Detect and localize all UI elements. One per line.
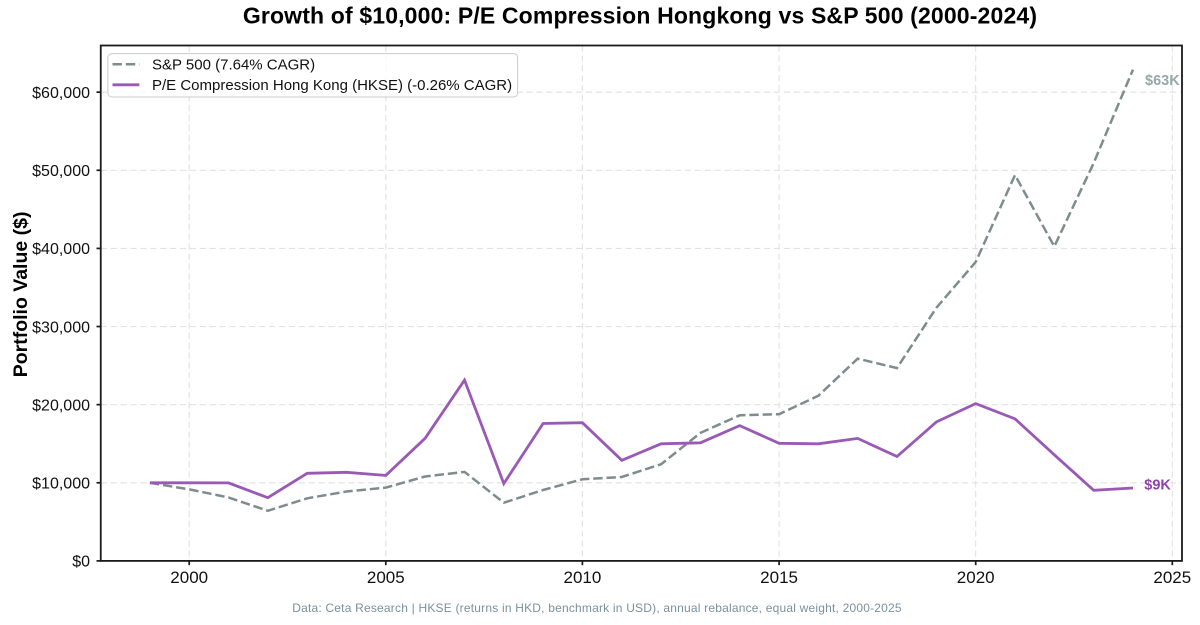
- svg-text:P/E Compression Hong Kong (HKS: P/E Compression Hong Kong (HKSE) (-0.26%…: [152, 77, 512, 94]
- svg-text:2010: 2010: [563, 568, 601, 587]
- svg-text:2005: 2005: [367, 568, 405, 587]
- svg-text:Data: Ceta Research | HKSE (re: Data: Ceta Research | HKSE (returns in H…: [292, 601, 902, 615]
- svg-text:$40,000: $40,000: [32, 241, 90, 258]
- svg-text:$10,000: $10,000: [32, 476, 90, 493]
- svg-text:$63K: $63K: [1145, 73, 1180, 89]
- svg-text:$9K: $9K: [1144, 477, 1171, 493]
- svg-text:Portfolio Value ($): Portfolio Value ($): [10, 212, 32, 378]
- svg-text:$30,000: $30,000: [32, 319, 90, 336]
- svg-text:2000: 2000: [170, 568, 208, 587]
- svg-text:2015: 2015: [760, 568, 798, 587]
- svg-text:2020: 2020: [957, 568, 995, 587]
- svg-text:Growth of $10,000: P/E Compres: Growth of $10,000: P/E Compression Hongk…: [243, 3, 1037, 29]
- svg-text:$50,000: $50,000: [32, 163, 90, 180]
- svg-text:2025: 2025: [1153, 568, 1191, 587]
- svg-text:$20,000: $20,000: [32, 398, 90, 415]
- svg-text:S&P 500 (7.64% CAGR): S&P 500 (7.64% CAGR): [152, 57, 315, 74]
- svg-text:$60,000: $60,000: [32, 85, 90, 102]
- svg-text:$0: $0: [72, 554, 90, 571]
